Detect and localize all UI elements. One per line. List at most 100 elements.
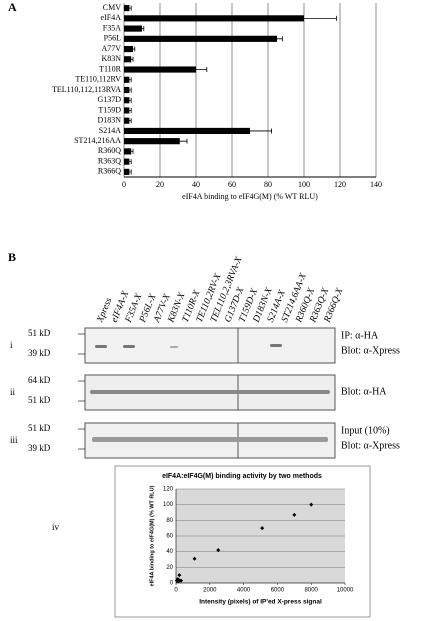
y-tick-label: 0 [170, 581, 174, 587]
blot-label: Input (10%) [341, 425, 390, 436]
bar [124, 76, 130, 83]
blot-label: Blot: α-Xpress [341, 440, 400, 451]
blot-label: IP: α-HA [341, 330, 379, 341]
error-bar [228, 128, 272, 134]
marker-label: 39 kD [28, 348, 51, 358]
row-numeral: i [10, 340, 13, 350]
category-label: D183N [97, 116, 121, 125]
row-numeral: ii [10, 387, 16, 397]
x-tick-label: 60 [228, 180, 236, 189]
x-tick-label: 20 [156, 180, 164, 189]
bar [124, 56, 132, 63]
bar [124, 66, 196, 73]
bar [124, 148, 132, 155]
bar [124, 5, 130, 12]
category-label: P56L [104, 34, 121, 43]
blot-label: Blot: α-Xpress [341, 345, 400, 356]
panel-label: B [8, 250, 16, 264]
error-bar [271, 15, 337, 21]
x-tick-label: 0 [174, 588, 178, 594]
category-label: F35A [103, 23, 121, 32]
error-bar [127, 5, 132, 11]
bar [124, 86, 130, 94]
y-tick-label: 60 [166, 534, 173, 540]
bar [124, 107, 130, 114]
error-bar [185, 67, 208, 73]
error-bar [129, 56, 134, 62]
category-label: ST214,216AA [74, 136, 121, 145]
x-tick-label: 10000 [337, 588, 354, 594]
x-tick-label: 2000 [203, 588, 217, 594]
marker-label: 64 kD [28, 375, 51, 385]
category-label: R363Q [98, 156, 121, 165]
category-label: K83N [101, 54, 121, 63]
error-bar [127, 169, 132, 175]
error-bar [127, 159, 132, 165]
category-label: eIF4A [101, 13, 122, 22]
point [309, 502, 314, 507]
y-tick-label: 120 [163, 487, 174, 493]
x-tick-label: 40 [192, 180, 200, 189]
marker-label: 51 kD [28, 328, 51, 338]
category-label: A77V [101, 44, 121, 53]
bar [124, 117, 130, 124]
y-tick-label: 100 [163, 502, 174, 508]
x-tick-label: 6000 [271, 588, 285, 594]
bar [124, 35, 277, 42]
error-bar [131, 46, 136, 52]
x-tick-label: 100 [298, 180, 310, 189]
error-bar [127, 118, 132, 124]
blot-label: Blot: α-HA [341, 386, 387, 397]
error-bar [172, 138, 188, 144]
category-label: G137D [97, 95, 121, 104]
chart-title: eIF4A:eIF4G(M) binding activity by two m… [162, 473, 322, 480]
category-label: T110R [99, 64, 122, 73]
marker-label: 39 kD [28, 443, 51, 453]
x-tick-label: 4000 [237, 588, 251, 594]
y-tick-label: 20 [166, 565, 173, 571]
error-bar [127, 107, 132, 113]
category-label: CMV [103, 3, 121, 12]
point [260, 526, 265, 531]
category-label: R366Q [98, 167, 121, 176]
error-bar [140, 26, 145, 32]
x-tick-label: 140 [370, 180, 382, 189]
marker-label: 51 kD [28, 423, 51, 433]
category-label: R360Q [98, 146, 121, 155]
x-tick-label: 0 [122, 180, 126, 189]
x-axis-label: Intensity (pixels) of IP'ed X-press sign… [199, 599, 322, 606]
point [177, 578, 182, 583]
panel-label: A [8, 0, 17, 14]
x-tick-label: 120 [334, 180, 346, 189]
point [177, 573, 182, 578]
category-label: TEL110,112,113RVA [52, 85, 121, 94]
bar [124, 168, 130, 175]
y-tick-label: 40 [166, 549, 173, 555]
error-bar [271, 36, 283, 42]
bar [124, 127, 250, 135]
bands [90, 344, 330, 442]
y-axis-label: eIF4A binding to eIF4G(M) (% WT RLU) [149, 485, 155, 586]
point [216, 548, 221, 553]
row-numeral: iv [52, 522, 60, 532]
marker-label: 51 kD [28, 395, 51, 405]
bar [124, 15, 304, 22]
category-label: T159D [98, 105, 121, 114]
row-numeral: iii [10, 435, 18, 445]
error-bar [127, 87, 132, 93]
point [192, 556, 197, 561]
point [292, 512, 297, 517]
x-tick-label: 8000 [305, 588, 319, 594]
bar [124, 25, 142, 32]
error-bar [127, 77, 132, 83]
category-label: S214A [99, 126, 121, 135]
bar [124, 138, 180, 145]
category-label: TE110,112RV [75, 75, 121, 84]
error-bar [127, 97, 132, 103]
bar [124, 45, 133, 53]
y-tick-label: 80 [166, 518, 173, 524]
bar [124, 158, 130, 165]
error-bar [129, 148, 134, 154]
